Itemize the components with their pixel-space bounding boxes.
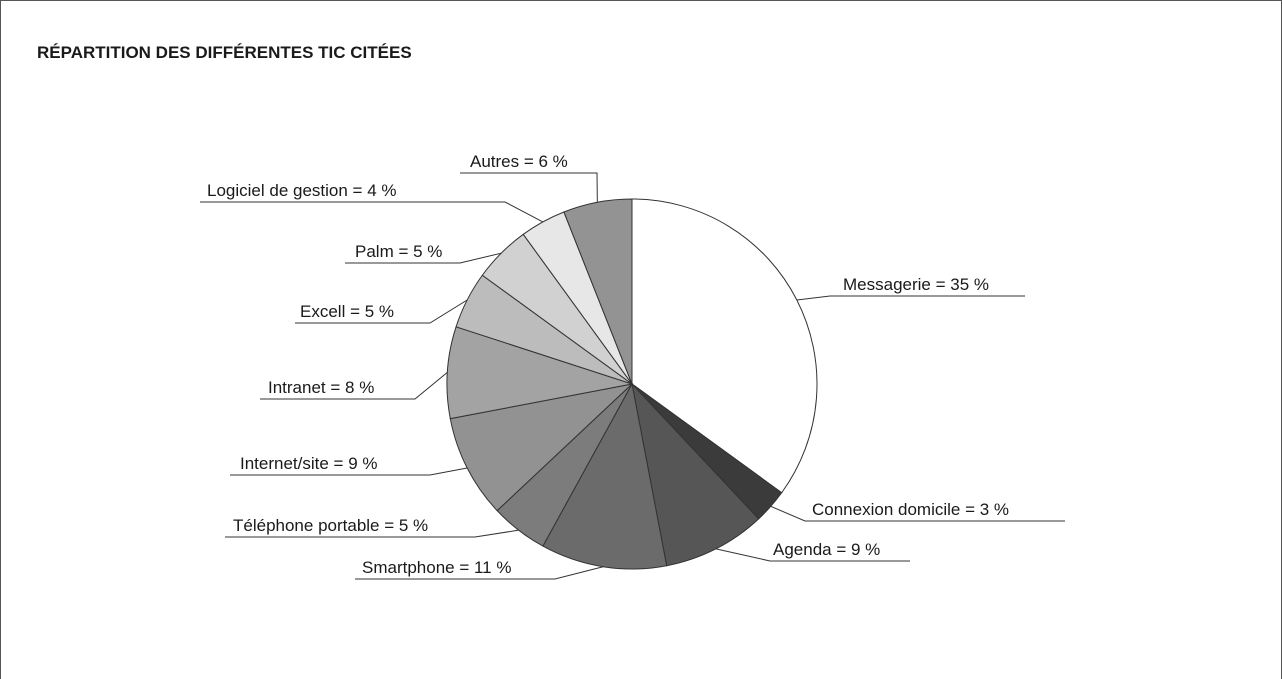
data-label: Smartphone = 11 % [362, 558, 511, 577]
leader-line [355, 566, 604, 580]
data-label: Messagerie = 35 % [843, 275, 989, 294]
data-label: Palm = 5 % [355, 242, 442, 261]
data-label: Autres = 6 % [470, 152, 568, 171]
data-label: Agenda = 9 % [773, 540, 880, 559]
leader-line [715, 548, 910, 562]
pie-slice [542, 382, 668, 570]
leader-line [295, 299, 468, 324]
pie-slice [449, 383, 634, 512]
leader-line [230, 467, 468, 476]
leader-line [796, 295, 1025, 301]
leader-line [260, 371, 448, 400]
data-label: Internet/site = 9 % [240, 454, 378, 473]
leader-line [460, 172, 598, 203]
leader-line [770, 505, 1065, 522]
data-label: Intranet = 8 % [268, 378, 374, 397]
data-label: Connexion domicile = 3 % [812, 500, 1009, 519]
data-label: Logiciel de gestion = 4 % [207, 181, 397, 200]
leader-line [200, 201, 544, 223]
data-label: Téléphone portable = 5 % [233, 516, 428, 535]
data-label: Excell = 5 % [300, 302, 394, 321]
leader-line [225, 529, 519, 538]
chart-title: RÉPARTITION DES DIFFÉRENTES TIC CITÉES [37, 43, 412, 62]
pie-slice [631, 198, 818, 494]
pie-slice [563, 198, 633, 385]
pie-slice [446, 326, 633, 420]
leader-line [345, 252, 502, 264]
